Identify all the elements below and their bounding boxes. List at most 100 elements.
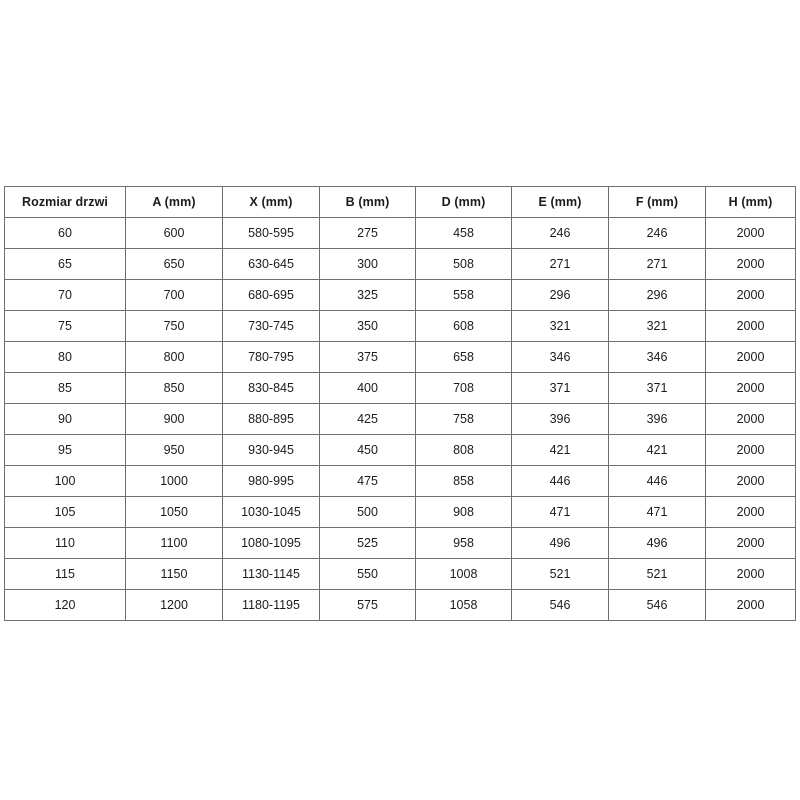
cell-d: 458	[415, 217, 512, 249]
cell-e: 371	[511, 372, 609, 404]
cell-x: 730-745	[222, 310, 320, 342]
table-row: 70 700 680-695 325 558 296 296 2000	[4, 279, 796, 311]
cell-e: 271	[511, 248, 609, 280]
cell-a: 800	[125, 341, 223, 373]
cell-e: 396	[511, 403, 609, 435]
table-row: 95 950 930-945 450 808 421 421 2000	[4, 434, 796, 466]
cell-size: 70	[4, 279, 126, 311]
table-row: 60 600 580-595 275 458 246 246 2000	[4, 217, 796, 249]
cell-x: 780-795	[222, 341, 320, 373]
cell-f: 321	[608, 310, 706, 342]
cell-a: 650	[125, 248, 223, 280]
cell-f: 346	[608, 341, 706, 373]
table-row: 80 800 780-795 375 658 346 346 2000	[4, 341, 796, 373]
cell-d: 608	[415, 310, 512, 342]
cell-e: 321	[511, 310, 609, 342]
cell-h: 2000	[705, 496, 796, 528]
cell-b: 550	[319, 558, 416, 590]
cell-b: 400	[319, 372, 416, 404]
cell-f: 246	[608, 217, 706, 249]
column-header-e: E (mm)	[511, 186, 609, 218]
cell-d: 908	[415, 496, 512, 528]
cell-a: 700	[125, 279, 223, 311]
cell-x: 830-845	[222, 372, 320, 404]
table-row: 100 1000 980-995 475 858 446 446 2000	[4, 465, 796, 497]
cell-d: 1058	[415, 589, 512, 621]
table-row: 90 900 880-895 425 758 396 396 2000	[4, 403, 796, 435]
cell-x: 1030-1045	[222, 496, 320, 528]
cell-d: 808	[415, 434, 512, 466]
cell-b: 575	[319, 589, 416, 621]
cell-h: 2000	[705, 558, 796, 590]
cell-f: 296	[608, 279, 706, 311]
cell-f: 396	[608, 403, 706, 435]
column-header-a: A (mm)	[125, 186, 223, 218]
cell-d: 508	[415, 248, 512, 280]
table-header-row: Rozmiar drzwi A (mm) X (mm) B (mm) D (mm) E (…	[4, 186, 796, 218]
cell-h: 2000	[705, 465, 796, 497]
cell-x: 580-595	[222, 217, 320, 249]
column-header-f: F (mm)	[608, 186, 706, 218]
table-row: 65 650 630-645 300 508 271 271 2000	[4, 248, 796, 280]
cell-h: 2000	[705, 217, 796, 249]
cell-f: 371	[608, 372, 706, 404]
cell-a: 950	[125, 434, 223, 466]
cell-size: 115	[4, 558, 126, 590]
cell-size: 80	[4, 341, 126, 373]
cell-f: 471	[608, 496, 706, 528]
cell-h: 2000	[705, 310, 796, 342]
cell-e: 471	[511, 496, 609, 528]
cell-h: 2000	[705, 341, 796, 373]
cell-a: 1100	[125, 527, 223, 559]
table-header: Rozmiar drzwi A (mm) X (mm) B (mm) D (mm) E (…	[4, 186, 796, 218]
cell-f: 546	[608, 589, 706, 621]
cell-a: 750	[125, 310, 223, 342]
cell-x: 1080-1095	[222, 527, 320, 559]
cell-x: 630-645	[222, 248, 320, 280]
cell-size: 65	[4, 248, 126, 280]
cell-h: 2000	[705, 372, 796, 404]
cell-x: 680-695	[222, 279, 320, 311]
cell-e: 496	[511, 527, 609, 559]
cell-b: 475	[319, 465, 416, 497]
cell-h: 2000	[705, 434, 796, 466]
cell-e: 346	[511, 341, 609, 373]
cell-f: 521	[608, 558, 706, 590]
table-row: 105 1050 1030-1045 500 908 471 471 2000	[4, 496, 796, 528]
cell-a: 1150	[125, 558, 223, 590]
cell-e: 246	[511, 217, 609, 249]
column-header-x: X (mm)	[222, 186, 320, 218]
cell-e: 521	[511, 558, 609, 590]
cell-h: 2000	[705, 589, 796, 621]
cell-x: 1130-1145	[222, 558, 320, 590]
cell-d: 708	[415, 372, 512, 404]
cell-a: 600	[125, 217, 223, 249]
cell-b: 375	[319, 341, 416, 373]
table-container: Rozmiar drzwi A (mm) X (mm) B (mm) D (mm) E (…	[4, 186, 796, 621]
cell-size: 90	[4, 403, 126, 435]
cell-b: 275	[319, 217, 416, 249]
cell-f: 446	[608, 465, 706, 497]
cell-size: 105	[4, 496, 126, 528]
cell-d: 658	[415, 341, 512, 373]
column-header-d: D (mm)	[415, 186, 512, 218]
cell-f: 271	[608, 248, 706, 280]
table-row: 115 1150 1130-1145 550 1008 521 521 2000	[4, 558, 796, 590]
cell-b: 425	[319, 403, 416, 435]
cell-size: 75	[4, 310, 126, 342]
cell-size: 60	[4, 217, 126, 249]
cell-f: 496	[608, 527, 706, 559]
cell-b: 450	[319, 434, 416, 466]
cell-size: 85	[4, 372, 126, 404]
column-header-b: B (mm)	[319, 186, 416, 218]
table-body: 60 600 580-595 275 458 246 246 2000 65 650 630-645…	[4, 217, 796, 621]
table-row: 120 1200 1180-1195 575 1058 546 546 2000	[4, 589, 796, 621]
cell-x: 930-945	[222, 434, 320, 466]
cell-f: 421	[608, 434, 706, 466]
cell-size: 110	[4, 527, 126, 559]
cell-h: 2000	[705, 527, 796, 559]
cell-a: 900	[125, 403, 223, 435]
cell-a: 1000	[125, 465, 223, 497]
cell-d: 558	[415, 279, 512, 311]
